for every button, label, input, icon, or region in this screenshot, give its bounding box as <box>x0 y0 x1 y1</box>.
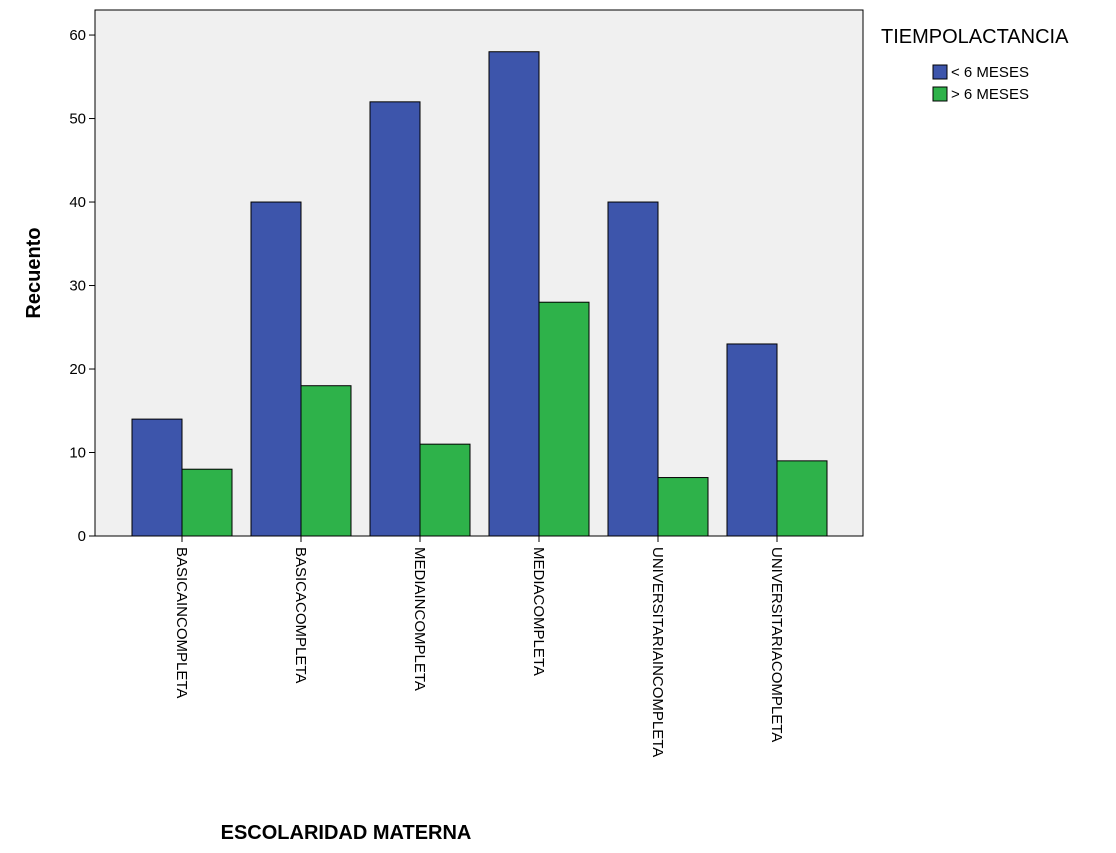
legend-swatch <box>932 64 948 80</box>
bar-lt6-basicaincompleta <box>131 418 183 537</box>
bar-lt6-universitariacompleta <box>726 343 778 537</box>
bar-gt6-universitariaincompleta <box>657 477 709 537</box>
bar-gt6-basicacompleta <box>300 385 352 537</box>
legend-items: < 6 MESES > 6 MESES <box>932 64 1029 103</box>
bar-gt6-basicaincompleta <box>181 468 233 537</box>
y-tick-label: 50 <box>69 111 86 128</box>
bar-lt6-basicacompleta <box>250 201 302 537</box>
x-tick-label: BASICACOMPLETA <box>292 547 309 683</box>
bars <box>131 51 828 537</box>
y-tick-label: 60 <box>69 27 86 44</box>
bar-lt6-mediacompleta <box>488 51 540 537</box>
bar-lt6-universitariaincompleta <box>607 201 659 537</box>
x-axis: BASICAINCOMPLETA BASICACOMPLETA MEDIAINCOM… <box>173 536 785 757</box>
x-axis-title: ESCOLARIDAD MATERNA <box>221 822 472 844</box>
legend-label: > 6 MESES <box>951 86 1029 103</box>
legend-label: < 6 MESES <box>951 64 1029 81</box>
bar-gt6-mediacompleta <box>538 301 590 537</box>
legend: TIEMPOLACTANCIA < 6 MESES > 6 MESES <box>881 26 1069 103</box>
y-tick-label: 20 <box>69 361 86 378</box>
x-tick-label: UNIVERSITARIAINCOMPLETA <box>649 547 666 757</box>
bar-gt6-mediaincompleta <box>419 443 471 537</box>
legend-title: TIEMPOLACTANCIA <box>881 26 1069 48</box>
y-tick-label: 10 <box>69 445 86 462</box>
y-tick-label: 0 <box>78 528 86 545</box>
y-axis: 0 10 20 30 40 50 60 <box>69 27 95 545</box>
y-tick-label: 30 <box>69 278 86 295</box>
y-tick-label: 40 <box>69 194 86 211</box>
x-tick-label: MEDIAINCOMPLETA <box>411 547 428 691</box>
bar-lt6-mediaincompleta <box>369 101 421 537</box>
legend-swatch <box>932 86 948 102</box>
bar-gt6-universitariacompleta <box>776 460 828 537</box>
y-axis-title: Recuento <box>23 227 45 318</box>
x-tick-label: MEDIACOMPLETA <box>530 547 547 676</box>
x-tick-label: BASICAINCOMPLETA <box>173 547 190 698</box>
x-tick-label: UNIVERSITARIACOMPLETA <box>768 547 785 742</box>
